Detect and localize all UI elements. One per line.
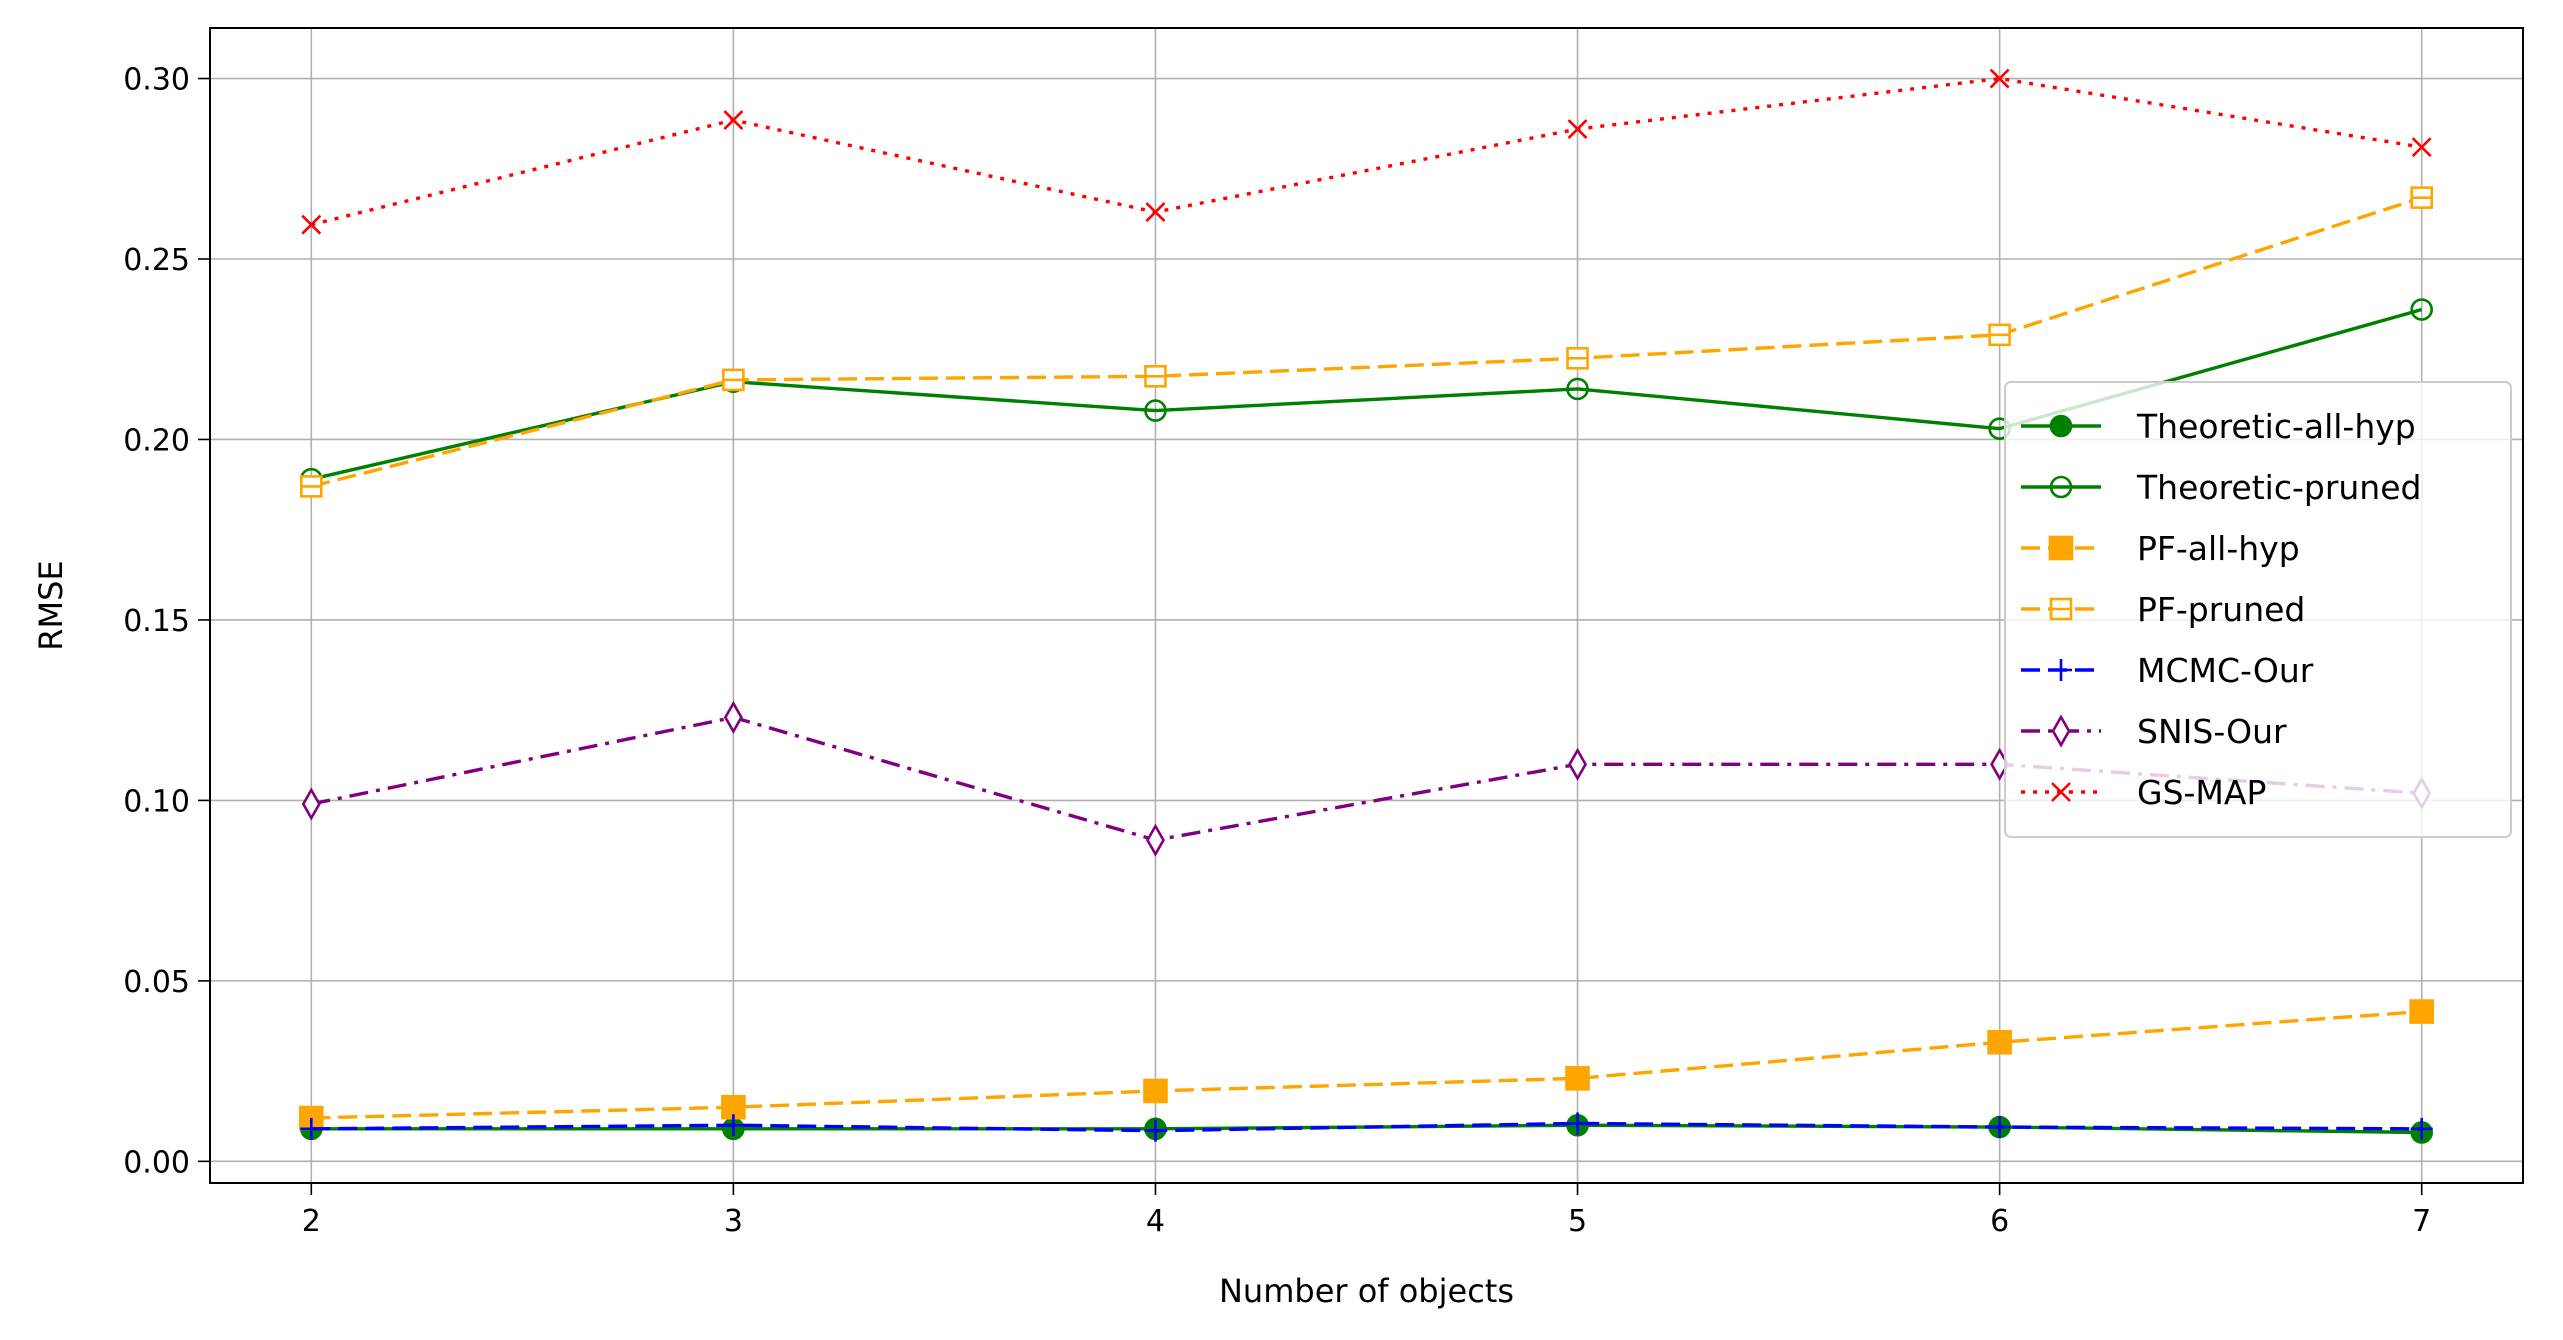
y-tick-label: 0.10 (123, 784, 190, 819)
legend-item: Theoretic-all-hyp (2021, 407, 2416, 446)
x-tick-label: 4 (1146, 1204, 1165, 1239)
data-point (1565, 1066, 1590, 1091)
legend-item: MCMC-Our (2021, 651, 2314, 690)
y-tick-label: 0.25 (123, 243, 190, 278)
y-tick-label: 0.05 (123, 965, 190, 1000)
data-point (301, 214, 322, 235)
legend-item: PF-pruned (2021, 590, 2305, 629)
legend-marker (2049, 597, 2073, 621)
data-point (722, 368, 745, 392)
legend-label: Theoretic-pruned (2136, 468, 2421, 507)
data-point (2409, 999, 2435, 1024)
data-point (1143, 1078, 1168, 1104)
legend-marker (2049, 414, 2073, 438)
y-tick-label: 0.15 (123, 604, 190, 639)
data-point (1145, 202, 1166, 222)
data-point (1566, 377, 1589, 401)
series-line (311, 1009, 2422, 1120)
legend-item: GS-MAP (2021, 773, 2266, 812)
data-point (1567, 119, 1588, 139)
data-point (2411, 137, 2432, 158)
legend-label: MCMC-Our (2137, 651, 2314, 690)
data-point (2410, 1117, 2433, 1140)
legend-label: SNIS-Our (2137, 712, 2287, 751)
series-pf-pruned (299, 186, 2434, 498)
data-point (1145, 823, 1165, 857)
data-point (1989, 68, 2010, 89)
data-point (723, 700, 743, 735)
legend-marker (2051, 782, 2071, 802)
series-line (310, 196, 2423, 489)
legend-label: PF-all-hyp (2137, 529, 2300, 568)
series-lines (298, 68, 2435, 1144)
data-point (722, 1114, 745, 1137)
y-tick-label: 0.30 (123, 63, 190, 98)
series-mcmc-our (300, 1112, 2433, 1142)
data-point (1568, 747, 1588, 781)
legend-marker (2048, 535, 2074, 561)
axis-ticks: 2 3 4 5 6 7 0.00 0.05 0.10 0.15 0.20 0.25 0.30 (123, 63, 2431, 1239)
series-line (311, 1121, 2422, 1133)
legend-item: SNIS-Our (2021, 712, 2287, 751)
data-point (723, 110, 744, 130)
data-point (2410, 298, 2434, 321)
x-tick-label: 3 (724, 1204, 743, 1239)
x-axis-label: Number of objects (1219, 1272, 1514, 1310)
y-tick-label: 0.00 (123, 1145, 190, 1180)
legend-item: PF-all-hyp (2021, 529, 2300, 568)
legend-item: Theoretic-pruned (2021, 468, 2421, 507)
legend-label: Theoretic-all-hyp (2136, 407, 2416, 446)
x-tick-label: 5 (1568, 1204, 1587, 1239)
data-point (1144, 1119, 1167, 1142)
legend: Theoretic-all-hyp Theoretic-pruned PF-all-… (2004, 381, 2512, 838)
data-point (1988, 323, 2011, 347)
data-point (301, 787, 321, 821)
legend-box (2004, 381, 2512, 838)
legend-label: PF-pruned (2137, 590, 2305, 629)
legend-marker (2050, 659, 2072, 681)
x-tick-label: 2 (302, 1204, 321, 1239)
series-line (310, 76, 2422, 227)
data-point (299, 475, 323, 498)
data-point (1566, 1112, 1589, 1135)
x-tick-label: 6 (1990, 1204, 2009, 1239)
data-point (1144, 365, 1167, 388)
y-axis-label: RMSE (32, 560, 70, 650)
legend-marker (2051, 714, 2071, 748)
x-tick-label: 7 (2412, 1204, 2431, 1239)
legend-marker (2049, 475, 2073, 499)
data-point (2410, 186, 2434, 209)
series-line (310, 715, 2422, 842)
data-point (1566, 346, 1589, 370)
plot-frame (209, 27, 2524, 1184)
series-gs-map (301, 68, 2432, 235)
y-tick-label: 0.20 (123, 423, 190, 458)
data-point (300, 1117, 323, 1140)
legend-label: GS-MAP (2137, 773, 2266, 812)
series-pf-all-hyp (298, 999, 2435, 1131)
data-point (1144, 399, 1167, 422)
data-point (1988, 1116, 2011, 1139)
data-point (1987, 1029, 2012, 1055)
